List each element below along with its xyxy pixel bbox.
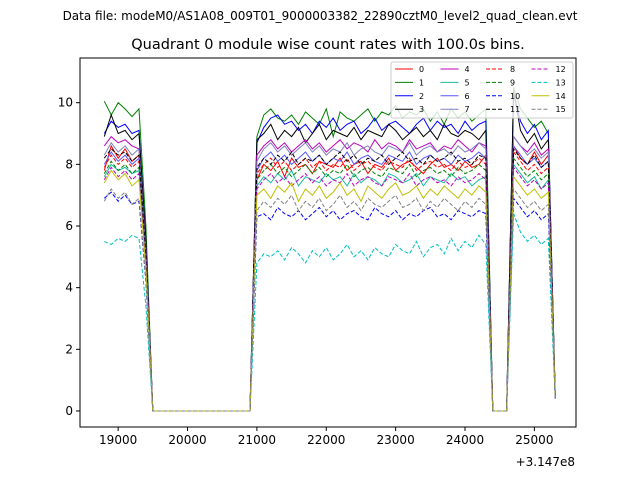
x-tick-label: 20000 xyxy=(168,433,206,447)
legend-label-14: 14 xyxy=(556,92,566,101)
x-offset-label: +3.147e8 xyxy=(516,455,575,469)
y-tick-label: 0 xyxy=(65,404,73,418)
x-tick-label: 23000 xyxy=(377,433,415,447)
x-tick-label: 22000 xyxy=(307,433,345,447)
x-tick-label: 21000 xyxy=(238,433,276,447)
legend-label-3: 3 xyxy=(419,105,424,114)
plot-area: 19000 20000 21000 22000 23000 24000 25000 0 2 4 6 8… xyxy=(58,57,577,447)
series-line-10 xyxy=(103,191,556,412)
series-line-14 xyxy=(103,169,556,412)
legend-label-12: 12 xyxy=(556,65,566,74)
y-tick-label: 4 xyxy=(65,281,73,295)
axes-frame xyxy=(79,57,577,428)
chart-title: Quadrant 0 module wise count rates with … xyxy=(131,37,525,53)
y-tick-label: 10 xyxy=(58,96,73,110)
legend-label-1: 1 xyxy=(419,78,424,87)
x-tick-label: 24000 xyxy=(446,433,484,447)
legend-label-0: 0 xyxy=(419,65,424,74)
series-line-15 xyxy=(103,187,556,412)
y-tick-label: 6 xyxy=(65,219,73,233)
legend-label-11: 11 xyxy=(510,105,520,114)
x-tick-label: 19000 xyxy=(99,433,137,447)
legend-label-2: 2 xyxy=(419,92,424,101)
legend-box xyxy=(390,61,574,119)
legend-label-9: 9 xyxy=(510,78,515,87)
y-tick-label: 2 xyxy=(65,342,73,356)
legend-label-7: 7 xyxy=(465,105,470,114)
y-tick-label: 8 xyxy=(65,157,73,171)
legend-label-6: 6 xyxy=(465,92,470,101)
legend-label-4: 4 xyxy=(465,65,470,74)
x-tick-label: 25000 xyxy=(515,433,553,447)
legend-label-8: 8 xyxy=(510,65,515,74)
legend-label-5: 5 xyxy=(465,78,470,87)
legend-label-15: 15 xyxy=(556,105,566,114)
legend-label-10: 10 xyxy=(510,92,520,101)
legend-label-13: 13 xyxy=(556,78,566,87)
suptitle: Data file: modeM0/AS1A08_009T01_90000033… xyxy=(63,9,578,23)
